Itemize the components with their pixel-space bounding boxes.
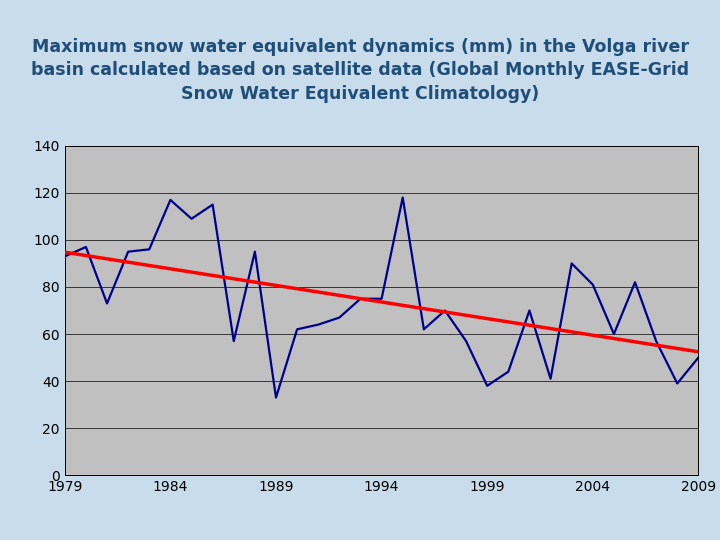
- Text: Maximum snow water equivalent dynamics (mm) in the Volga river
basin calculated : Maximum snow water equivalent dynamics (…: [31, 38, 689, 103]
